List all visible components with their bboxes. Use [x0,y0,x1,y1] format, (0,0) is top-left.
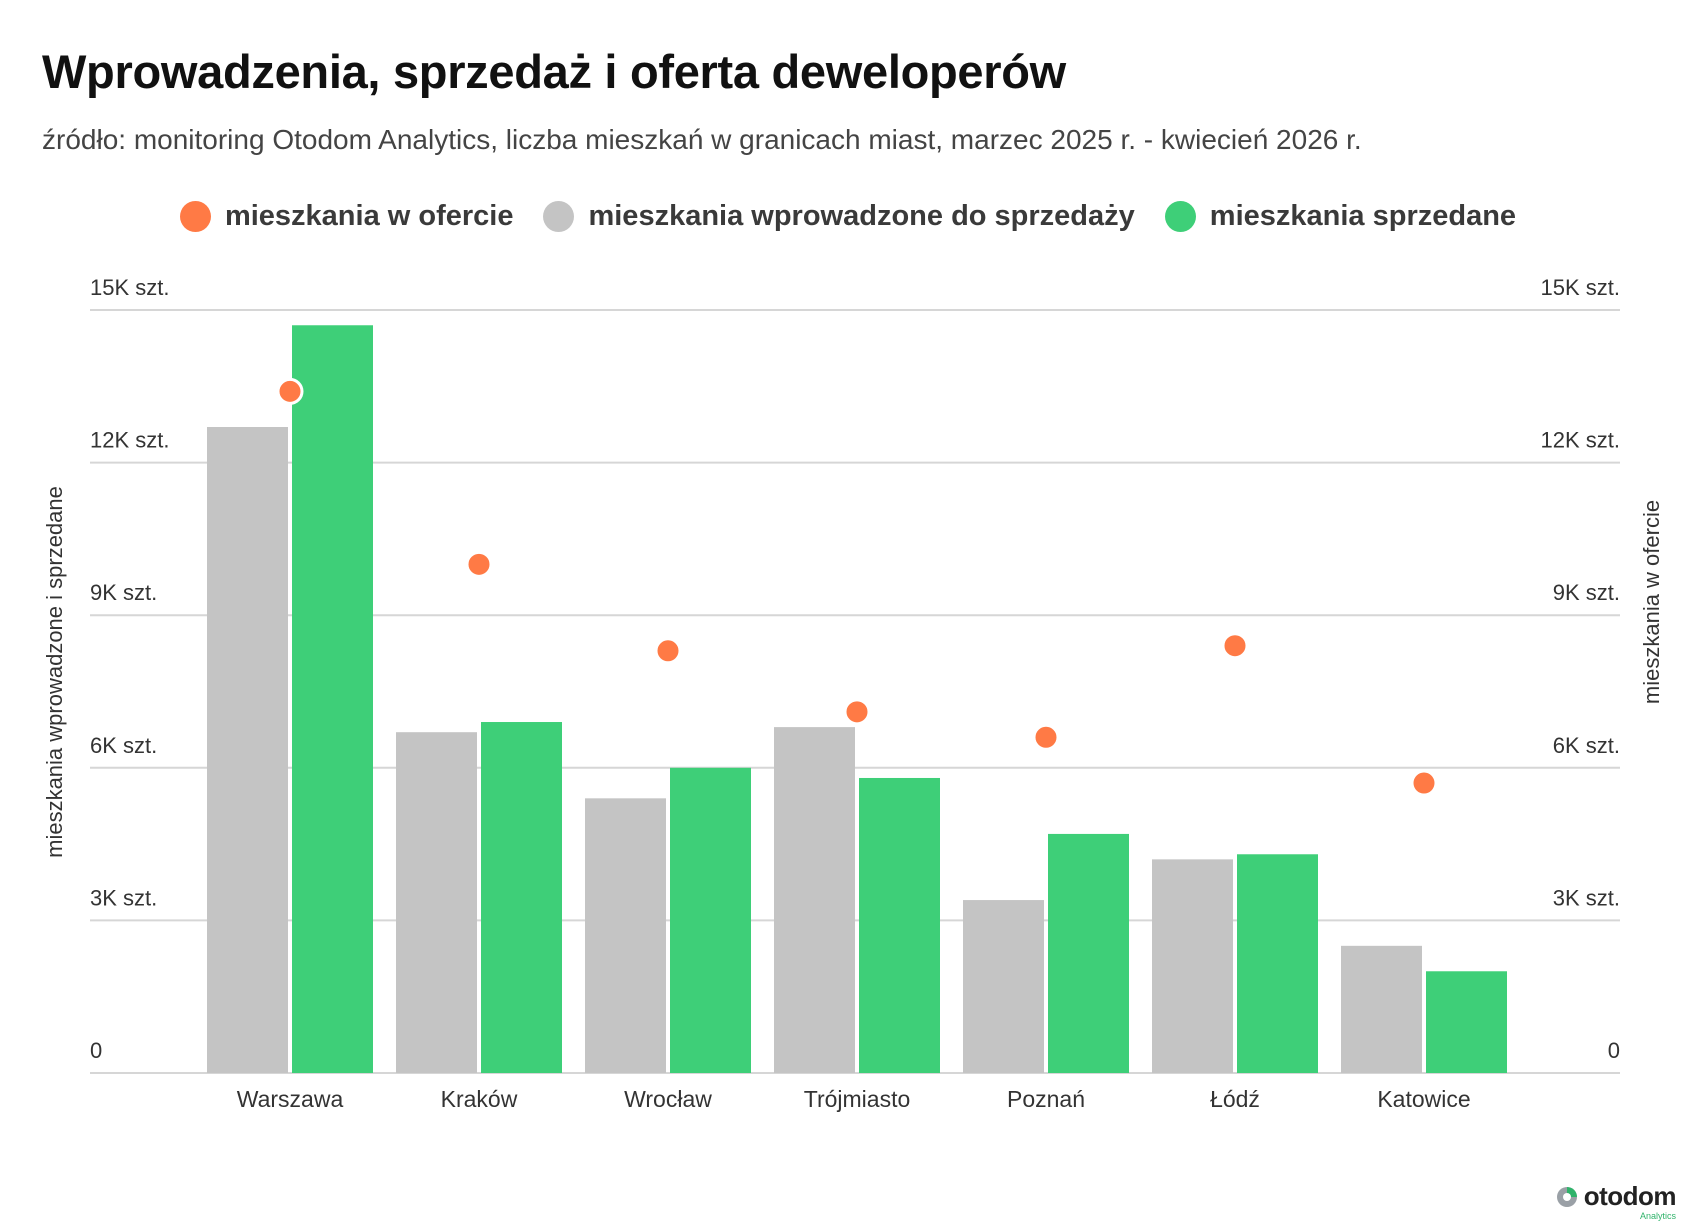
scatter-point [843,698,871,726]
bar [1048,833,1129,1073]
bar [1426,971,1507,1073]
bar [1341,945,1422,1073]
legend-item-sold: mieszkania sprzedane [1164,200,1517,233]
scatter-point [1221,632,1249,660]
logo-subtitle: Analytics [1639,1211,1676,1221]
bar [585,798,666,1073]
legend-item-introduced: mieszkania wprowadzone do sprzedaży [543,200,1135,233]
legend-label-offer: mieszkania w ofercie [224,200,514,232]
y-tick-label-left: 0 [90,1038,102,1063]
legend-swatch-introduced [543,201,575,232]
scatter-point [1032,723,1060,751]
legend-item-offer: mieszkania w ofercie [179,200,514,233]
y-tick-label-left: 12K szt. [90,428,169,453]
bar [292,325,373,1073]
y-tick-label-right: 9K szt. [1553,580,1620,605]
logo-wordmark: otodom [1583,1181,1677,1211]
scatter-point [654,637,682,665]
bar [774,727,855,1073]
y-axis-title-left: mieszkania wprowadzone i sprzedane [41,485,67,858]
scatter-point [1410,769,1438,797]
legend: mieszkania w ofercie mieszkania wprowadz… [0,200,1696,233]
bar [1152,859,1233,1073]
otodom-logo: otodom Analytics [1556,1181,1677,1221]
y-axis-title-right: mieszkania w ofercie [1639,499,1665,704]
bar [481,722,562,1073]
bar [670,767,751,1073]
x-tick-label: Kraków [441,1086,518,1112]
y-tick-label-right: 12K szt. [1541,428,1620,453]
legend-label-introduced: mieszkania wprowadzone do sprzedaży [588,200,1135,232]
scatter-point [276,377,304,405]
y-tick-label-right: 3K szt. [1553,885,1620,910]
otodom-logo-icon [1556,1186,1577,1207]
x-tick-label: Wrocław [624,1086,712,1112]
y-tick-label-left: 3K szt. [90,885,157,910]
bar [859,777,940,1073]
x-tick-label: Poznań [1007,1086,1085,1112]
y-tick-label-right: 6K szt. [1553,733,1620,758]
chart-subtitle: źródło: monitoring Otodom Analytics, lic… [42,124,1362,155]
y-tick-label-right: 0 [1608,1038,1620,1063]
scatter-point [465,550,493,578]
legend-swatch-offer [179,201,211,232]
y-tick-label-left: 6K szt. [90,733,157,758]
y-tick-label-left: 15K szt. [90,275,169,300]
x-tick-label: Katowice [1377,1086,1470,1112]
y-tick-label-left: 9K szt. [90,580,157,605]
x-tick-label: Trójmiasto [804,1086,911,1112]
chart-title: Wprowadzenia, sprzedaż i oferta dewelope… [42,45,1066,98]
legend-label-sold: mieszkania sprzedane [1209,200,1517,232]
legend-swatch-sold [1164,201,1196,232]
x-tick-label: Łódź [1210,1086,1260,1112]
bar [207,426,288,1073]
bar [1237,854,1318,1073]
bar [396,732,477,1073]
bar [963,900,1044,1073]
y-tick-label-right: 15K szt. [1541,275,1620,300]
x-tick-label: Warszawa [237,1086,344,1112]
